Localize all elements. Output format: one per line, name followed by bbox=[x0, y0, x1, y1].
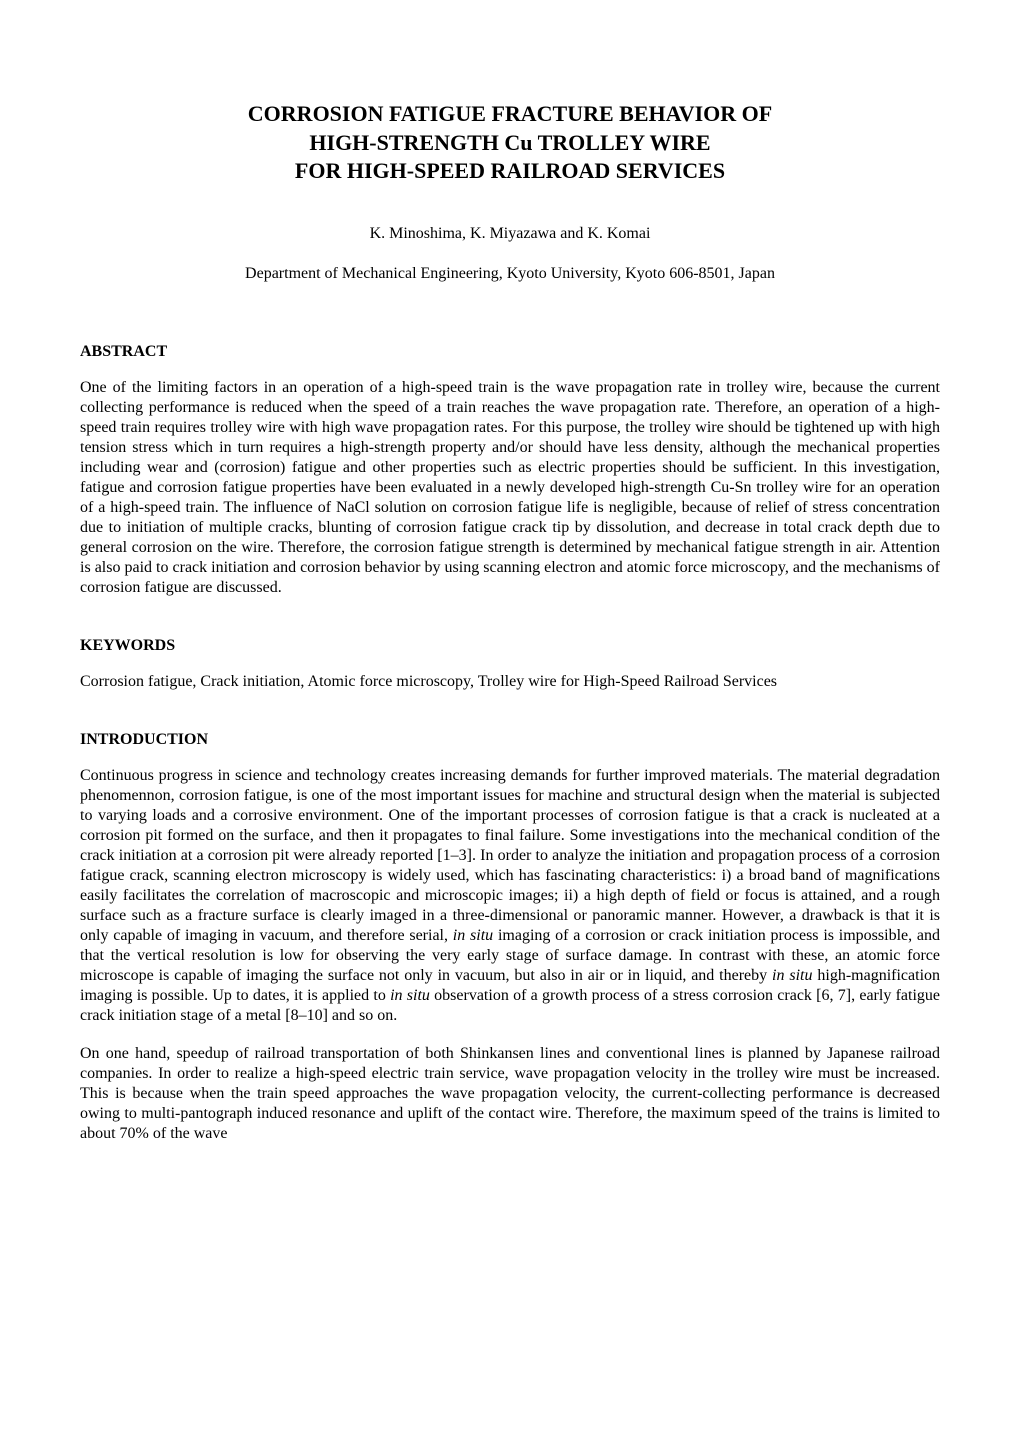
title-line-1: CORROSION FATIGUE FRACTURE BEHAVIOR OF bbox=[80, 100, 940, 129]
introduction-paragraph-2: On one hand, speedup of railroad transpo… bbox=[80, 1044, 940, 1144]
title-line-2: HIGH-STRENGTH Cu TROLLEY WIRE bbox=[80, 129, 940, 158]
introduction-heading: INTRODUCTION bbox=[80, 730, 940, 750]
abstract-text: One of the limiting factors in an operat… bbox=[80, 378, 940, 598]
italic-text: in situ bbox=[390, 987, 430, 1004]
introduction-paragraph-1: Continuous progress in science and techn… bbox=[80, 766, 940, 1026]
keywords-text: Corrosion fatigue, Crack initiation, Ato… bbox=[80, 672, 940, 692]
italic-text: in situ bbox=[453, 927, 493, 944]
italic-text: in situ bbox=[772, 967, 812, 984]
intro-text-segment: Continuous progress in science and techn… bbox=[80, 767, 940, 944]
title-line-3: FOR HIGH-SPEED RAILROAD SERVICES bbox=[80, 157, 940, 186]
abstract-heading: ABSTRACT bbox=[80, 342, 940, 362]
keywords-heading: KEYWORDS bbox=[80, 636, 940, 656]
authors: K. Minoshima, K. Miyazawa and K. Komai bbox=[80, 224, 940, 244]
paper-title: CORROSION FATIGUE FRACTURE BEHAVIOR OF H… bbox=[80, 100, 940, 186]
affiliation: Department of Mechanical Engineering, Ky… bbox=[80, 264, 940, 284]
